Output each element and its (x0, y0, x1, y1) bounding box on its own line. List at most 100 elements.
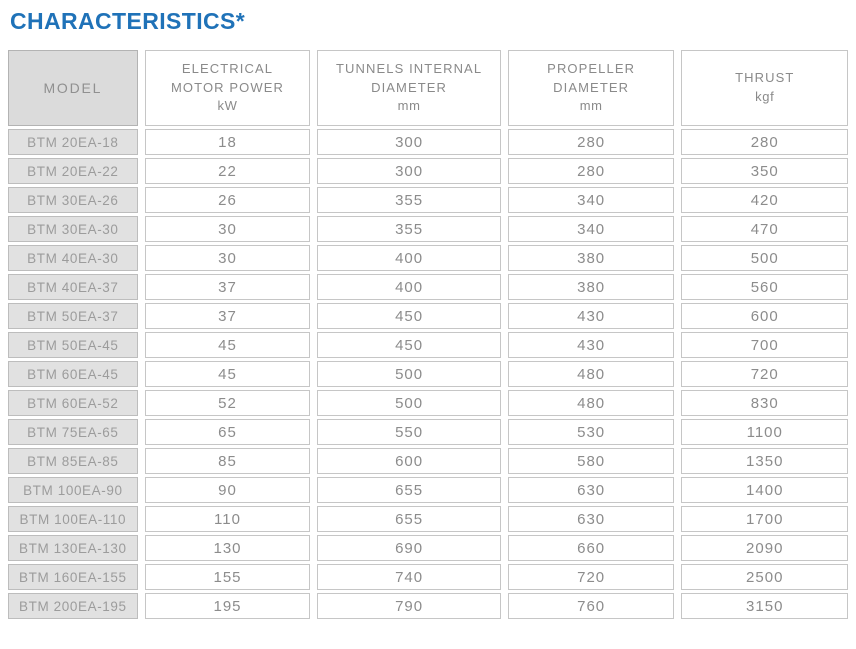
model-cell: BTM 50EA-37 (8, 303, 138, 329)
value-cell: 380 (507, 274, 675, 300)
value-cell: 480 (507, 361, 675, 387)
table-row: BTM 40EA-37 37 400 380 560 (8, 274, 848, 300)
value-cell: 37 (144, 303, 311, 329)
value-cell: 85 (144, 448, 311, 474)
value-cell: 355 (317, 216, 501, 242)
value-cell: 37 (144, 274, 311, 300)
model-cell: BTM 100EA-110 (8, 506, 138, 532)
value-cell: 690 (317, 535, 501, 561)
model-cell: BTM 30EA-26 (8, 187, 138, 213)
value-cell: 790 (317, 593, 501, 619)
column-header-model: MODEL (8, 50, 138, 126)
table-header: MODEL ELECTRICAL MOTOR POWER kW TUNNELS INTE… (8, 50, 848, 126)
value-cell: 1700 (681, 506, 848, 532)
value-cell: 480 (507, 390, 675, 416)
value-cell: 340 (507, 187, 675, 213)
value-cell: 2090 (681, 535, 848, 561)
value-cell: 400 (317, 274, 501, 300)
value-cell: 280 (507, 129, 675, 155)
table-row: BTM 30EA-26 26 355 340 420 (8, 187, 848, 213)
value-cell: 740 (317, 564, 501, 590)
value-cell: 1350 (681, 448, 848, 474)
value-cell: 3150 (681, 593, 848, 619)
value-cell: 26 (144, 187, 311, 213)
value-cell: 530 (507, 419, 675, 445)
model-cell: BTM 40EA-30 (8, 245, 138, 271)
value-cell: 500 (317, 390, 501, 416)
value-cell: 350 (681, 158, 848, 184)
value-cell: 450 (317, 303, 501, 329)
column-header-label: TUNNELS INTERNAL (335, 60, 483, 76)
value-cell: 500 (681, 245, 848, 271)
value-cell: 420 (681, 187, 848, 213)
value-cell: 355 (317, 187, 501, 213)
model-cell: BTM 75EA-65 (8, 419, 138, 445)
table-row: BTM 30EA-30 30 355 340 470 (8, 216, 848, 242)
table-row: BTM 100EA-90 90 655 630 1400 (8, 477, 848, 503)
value-cell: 300 (317, 158, 501, 184)
value-cell: 720 (507, 564, 675, 590)
value-cell: 630 (507, 477, 675, 503)
table-row: BTM 20EA-18 18 300 280 280 (8, 129, 848, 155)
value-cell: 660 (507, 535, 675, 561)
value-cell: 580 (507, 448, 675, 474)
value-cell: 560 (681, 274, 848, 300)
table-row: BTM 50EA-45 45 450 430 700 (8, 332, 848, 358)
table-row: BTM 75EA-65 65 550 530 1100 (8, 419, 848, 445)
value-cell: 830 (681, 390, 848, 416)
value-cell: 720 (681, 361, 848, 387)
column-header-label: DIAMETER (553, 79, 630, 95)
value-cell: 155 (144, 564, 311, 590)
value-cell: 340 (507, 216, 675, 242)
value-cell: 52 (144, 390, 311, 416)
value-cell: 500 (317, 361, 501, 387)
value-cell: 430 (507, 303, 675, 329)
model-cell: BTM 40EA-37 (8, 274, 138, 300)
column-header-unit: mm (579, 98, 603, 114)
column-header-label: DIAMETER (371, 79, 448, 95)
value-cell: 450 (317, 332, 501, 358)
value-cell: 470 (681, 216, 848, 242)
value-cell: 45 (144, 332, 311, 358)
model-cell: BTM 60EA-45 (8, 361, 138, 387)
table-row: BTM 20EA-22 22 300 280 350 (8, 158, 848, 184)
model-cell: BTM 20EA-18 (8, 129, 138, 155)
column-header-label: ELECTRICAL (181, 60, 274, 76)
value-cell: 700 (681, 332, 848, 358)
model-cell: BTM 30EA-30 (8, 216, 138, 242)
table-row: BTM 60EA-52 52 500 480 830 (8, 390, 848, 416)
value-cell: 380 (507, 245, 675, 271)
page-title: CHARACTERISTICS* (10, 8, 246, 34)
column-header-electrical-motor-power: ELECTRICAL MOTOR POWER kW (144, 50, 311, 126)
column-header-label: THRUST (735, 70, 795, 86)
value-cell: 18 (144, 129, 311, 155)
value-cell: 550 (317, 419, 501, 445)
value-cell: 400 (317, 245, 501, 271)
column-header-unit: kgf (755, 89, 775, 104)
value-cell: 1100 (681, 419, 848, 445)
value-cell: 430 (507, 332, 675, 358)
model-cell: BTM 20EA-22 (8, 158, 138, 184)
model-cell: BTM 50EA-45 (8, 332, 138, 358)
model-cell: BTM 200EA-195 (8, 593, 138, 619)
table-row: BTM 60EA-45 45 500 480 720 (8, 361, 848, 387)
model-cell: BTM 85EA-85 (8, 448, 138, 474)
value-cell: 65 (144, 419, 311, 445)
table-row: BTM 100EA-110 110 655 630 1700 (8, 506, 848, 532)
value-cell: 280 (507, 158, 675, 184)
model-cell: BTM 100EA-90 (8, 477, 138, 503)
column-header-thrust: THRUST kgf (681, 50, 848, 126)
value-cell: 280 (681, 129, 848, 155)
column-header-label: MOTOR POWER (171, 79, 284, 95)
table-row: BTM 40EA-30 30 400 380 500 (8, 245, 848, 271)
table-row: BTM 50EA-37 37 450 430 600 (8, 303, 848, 329)
value-cell: 655 (317, 477, 501, 503)
value-cell: 600 (681, 303, 848, 329)
table-row: BTM 130EA-130 130 690 660 2090 (8, 535, 848, 561)
value-cell: 30 (144, 245, 311, 271)
table-row: BTM 85EA-85 85 600 580 1350 (8, 448, 848, 474)
value-cell: 195 (144, 593, 311, 619)
column-header-tunnels-internal-diameter: TUNNELS INTERNAL DIAMETER mm (317, 50, 501, 126)
column-header-label: MODEL (43, 79, 103, 96)
value-cell: 1400 (681, 477, 848, 503)
